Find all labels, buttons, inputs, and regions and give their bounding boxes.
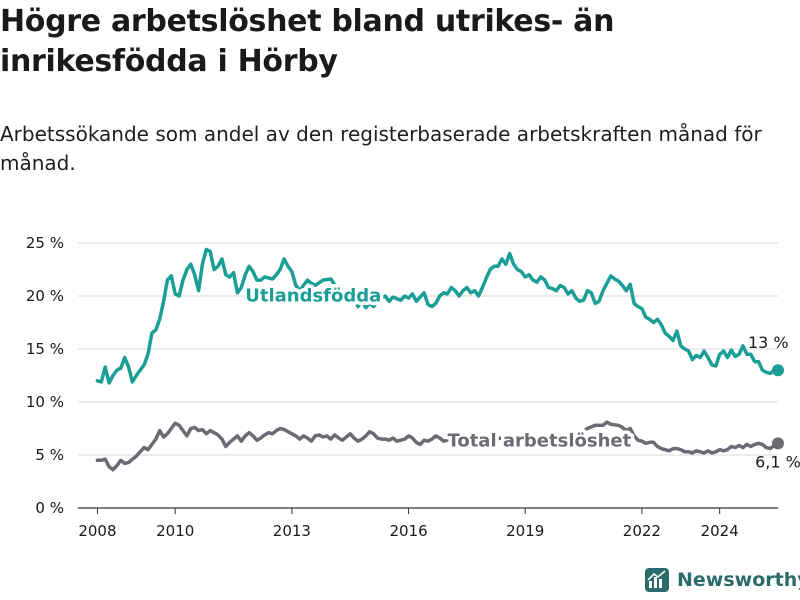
x-tick-label: 2016 <box>389 522 427 540</box>
chart-title: Högre arbetslöshet bland utrikes- än inr… <box>0 4 615 79</box>
series-label-halo: Total arbetslöshet <box>447 431 631 452</box>
series-lines <box>95 247 784 472</box>
series-label: Utlandsfödda <box>245 285 381 306</box>
y-tick-label: 10 % <box>26 393 64 411</box>
series-line-1 <box>95 420 780 472</box>
series-end-value-label: 13 % <box>748 333 789 352</box>
series-label: Total arbetslöshet <box>447 431 631 452</box>
series-line-0 <box>95 247 780 385</box>
x-tick-label: 2008 <box>78 522 116 540</box>
chart-subtitle: Arbetssökande som andel av den registerb… <box>0 122 762 175</box>
brand-name: Newsworthy <box>677 569 800 591</box>
x-tick-label: 2024 <box>701 522 739 540</box>
y-tick-label: 0 % <box>35 499 64 517</box>
x-tick-label: 2022 <box>623 522 661 540</box>
x-tick-label: 2010 <box>156 522 194 540</box>
y-tick-label: 5 % <box>35 446 64 464</box>
x-tick-label: 2013 <box>273 522 311 540</box>
gridlines <box>78 242 778 509</box>
series-end-point-1 <box>772 437 784 450</box>
y-tick-label: 25 % <box>26 234 64 252</box>
y-tick-label: 20 % <box>26 287 64 305</box>
y-tick-label: 15 % <box>26 340 64 358</box>
series-end-point-0 <box>772 364 784 377</box>
x-tick-label: 2019 <box>506 522 544 540</box>
newsworthy-icon <box>645 568 669 592</box>
brand-logo: Newsworthy <box>645 568 800 592</box>
series-end-value-label: 6,1 % <box>755 452 800 471</box>
series-label-halo: Utlandsfödda <box>245 285 381 306</box>
axes: 0 % 5 % 10 % 15 % 20 % 25 % 2008 2010 2013 2016 20… <box>26 234 739 540</box>
